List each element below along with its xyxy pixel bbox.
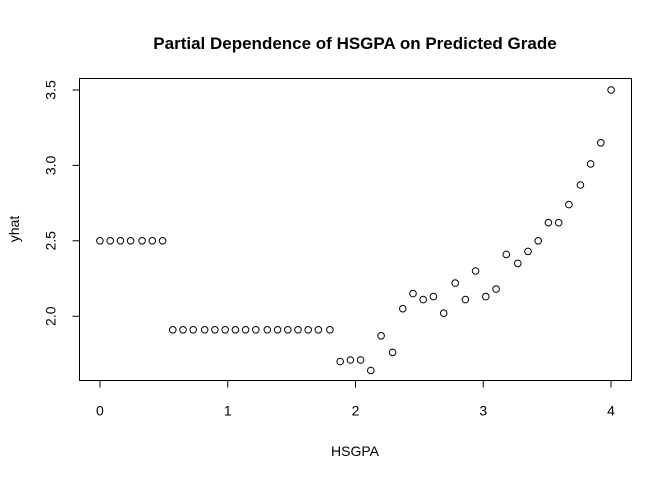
data-point xyxy=(189,326,197,334)
data-point xyxy=(211,326,219,334)
data-point xyxy=(471,267,480,275)
data-point xyxy=(524,247,532,256)
data-point xyxy=(544,218,553,227)
data-point xyxy=(116,237,125,245)
data-point xyxy=(241,326,250,334)
x-tick-label: 1 xyxy=(224,403,232,419)
data-point xyxy=(439,309,448,318)
data-point xyxy=(314,326,323,334)
y-axis-label: yhat xyxy=(6,216,22,243)
data-point xyxy=(96,237,104,245)
x-tick-label: 2 xyxy=(352,403,360,419)
data-point xyxy=(576,181,585,189)
data-point xyxy=(200,326,209,334)
data-points xyxy=(96,86,615,375)
y-axis: 2.0 2.5 3.0 3.5 xyxy=(43,80,80,326)
data-point xyxy=(388,348,397,357)
data-point xyxy=(534,237,543,245)
data-point xyxy=(336,357,345,366)
data-point xyxy=(367,366,375,375)
data-point xyxy=(554,218,563,227)
data-point xyxy=(169,326,177,334)
data-point xyxy=(482,292,490,301)
data-point xyxy=(597,139,605,147)
data-point xyxy=(231,326,240,334)
data-point xyxy=(148,237,157,245)
y-tick-label: 2.5 xyxy=(43,231,59,251)
data-point xyxy=(221,326,229,334)
data-point xyxy=(304,326,313,334)
data-point xyxy=(514,259,522,268)
data-point xyxy=(284,326,292,334)
data-point xyxy=(326,326,334,334)
chart-title: Partial Dependence of HSGPA on Predicted… xyxy=(153,34,556,53)
y-tick-label: 2.0 xyxy=(43,306,59,326)
x-tick-label: 3 xyxy=(479,403,487,419)
x-tick-label: 4 xyxy=(607,403,615,419)
data-point xyxy=(252,326,260,334)
data-point xyxy=(179,326,187,334)
data-point xyxy=(492,285,500,293)
y-tick-label: 3.5 xyxy=(43,80,59,100)
data-point xyxy=(138,237,146,245)
data-point xyxy=(294,326,302,334)
y-tick-label: 3.0 xyxy=(43,155,59,175)
x-axis-label: HSGPA xyxy=(331,443,380,459)
data-point xyxy=(377,332,385,340)
x-axis: 0 1 2 3 4 xyxy=(96,380,615,419)
data-point xyxy=(565,200,573,209)
data-point xyxy=(126,237,135,245)
data-point xyxy=(409,289,417,298)
data-point xyxy=(461,295,470,304)
data-point xyxy=(273,326,282,334)
data-point xyxy=(502,250,511,259)
data-point xyxy=(356,356,365,364)
data-point xyxy=(263,326,272,334)
data-point xyxy=(586,160,595,168)
data-point xyxy=(399,304,407,313)
data-point xyxy=(451,279,460,287)
data-point xyxy=(607,86,615,94)
plot-frame xyxy=(79,78,632,381)
data-point xyxy=(158,237,167,245)
data-point xyxy=(429,292,438,301)
data-point xyxy=(346,356,355,364)
data-point xyxy=(106,237,114,245)
data-point xyxy=(419,295,428,304)
x-tick-label: 0 xyxy=(96,403,104,419)
